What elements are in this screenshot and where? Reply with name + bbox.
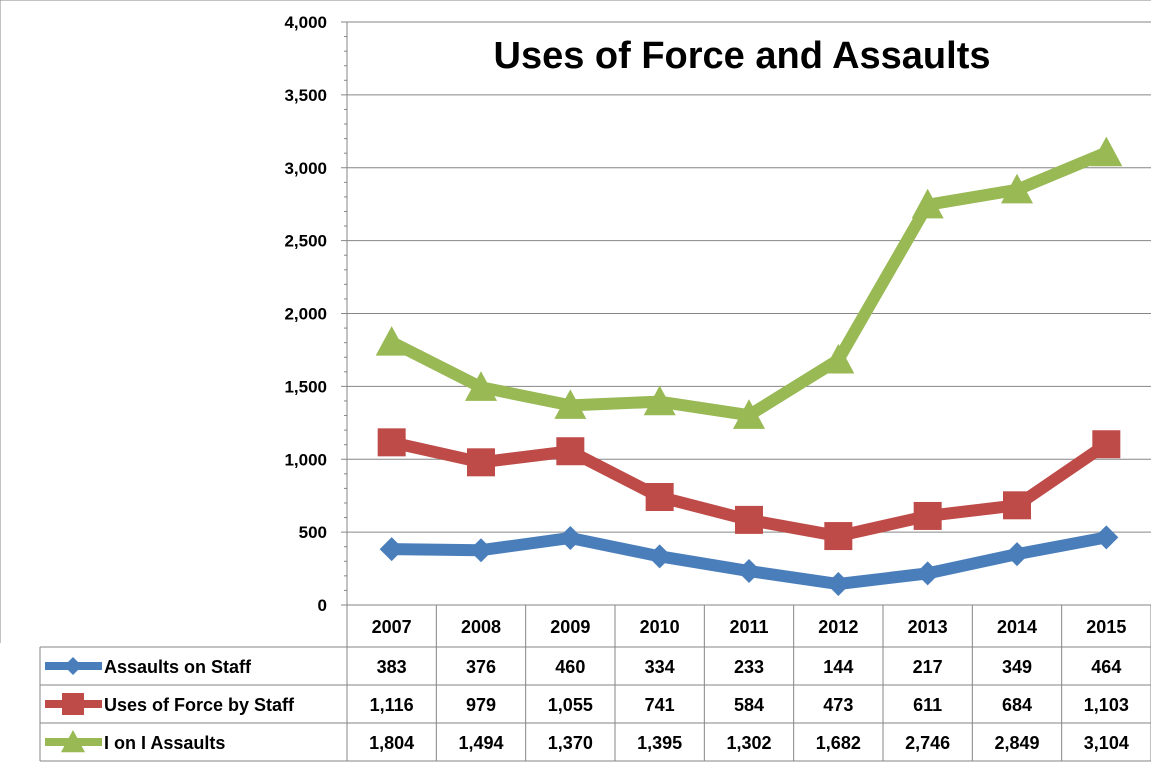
y-tick-label: 1,500 [284,377,327,396]
legend-label: Uses of Force by Staff [104,695,295,715]
data-point-diamond [469,538,493,563]
table-cell-value: 1,395 [637,733,682,753]
x-tick-label: 2014 [997,617,1037,637]
table-cell-value: 1,055 [548,695,593,715]
data-point-triangle [375,326,408,356]
table-cell-value: 1,494 [458,733,503,753]
data-point-diamond [1094,525,1119,550]
data-point-triangle [643,385,676,416]
series-diamond [379,525,1119,597]
y-tick-label: 1,000 [284,450,327,469]
data-point-square [556,437,585,466]
table-cell-value: 584 [734,695,764,715]
x-tick-label: 2013 [908,617,948,637]
x-tick-label: 2008 [461,617,501,637]
table-cell-value: 473 [823,695,853,715]
chart-title: Uses of Force and Assaults [494,35,991,77]
table-cell-value: 684 [1002,695,1032,715]
x-tick-label: 2015 [1086,617,1126,637]
series-line [388,147,1109,422]
data-point-triangle [465,371,497,401]
data-point-diamond [826,572,851,597]
data-table: 2007 2008 2009 2010 2011 2012 2013 2014 2015 Assa… [39,604,1151,762]
table-cell-value: 1,103 [1084,695,1129,715]
series-lines [375,136,1123,597]
data-point-diamond [379,537,404,562]
x-tick-label: 2012 [818,617,858,637]
table-cell-value: 464 [1091,657,1121,677]
table-cell-value: 383 [377,657,407,677]
axes [0,0,1151,643]
y-tick-label: 3,500 [284,86,327,105]
table-cell-value: 144 [823,657,853,677]
data-point-diamond [1005,542,1029,567]
y-axis-ticks: 0 500 1,000 1,500 2,000 2,500 3,000 3,500 4,000 [284,13,327,615]
table-cell-value: 1,682 [816,733,861,753]
series-triangle [375,136,1123,429]
x-tick-label: 2011 [729,617,768,637]
data-point-triangle [822,343,855,374]
table-cell-value: 349 [1002,657,1032,677]
data-point-diamond [737,559,761,584]
data-point-square [824,522,853,551]
x-tick-label: 2010 [640,617,680,637]
data-point-triangle [911,188,944,219]
y-tick-label: 4,000 [284,13,327,32]
table-cell-value: 979 [466,695,496,715]
data-point-square [467,448,495,477]
data-point-diamond [647,544,672,569]
table-cell-value: 217 [913,657,943,677]
data-point-square [1092,430,1121,459]
data-point-triangle [1001,173,1033,204]
x-tick-label: 2007 [372,617,412,637]
y-tick-label: 0 [318,596,327,615]
data-point-square [645,482,674,511]
data-point-diamond [915,561,940,586]
y-tick-label: 500 [299,523,327,542]
data-point-triangle [733,399,765,429]
data-point-square [377,428,406,457]
table-cell-value: 376 [466,657,496,677]
data-point-square [1003,491,1031,520]
table-cell-value: 2,746 [905,733,950,753]
data-point-triangle [554,389,587,419]
table-cell-value: 233 [734,657,764,677]
data-point-diamond [64,657,82,675]
legend-label: I on I Assaults [104,733,225,753]
table-cell-value: 1,302 [726,733,771,753]
table-cell-value: 460 [555,657,585,677]
table-cell-value: 334 [645,657,675,677]
data-point-square [62,693,84,715]
y-tick-label: 2,000 [284,305,327,324]
legend-label: Assaults on Staff [104,657,252,677]
x-tick-label: 2009 [550,617,590,637]
table-cell-value: 611 [913,695,942,715]
data-point-triangle [61,730,85,753]
data-point-square [735,505,763,534]
data-point-triangle [1090,136,1123,167]
data-point-diamond [558,525,583,550]
table-cell-value: 1,804 [369,733,414,753]
table-cell-value: 3,104 [1084,733,1129,753]
data-point-square [913,501,942,530]
table-cell-value: 2,849 [994,733,1039,753]
table-cell-value: 1,116 [370,695,414,715]
y-tick-label: 3,000 [284,159,327,178]
table-cell-value: 741 [645,695,675,715]
y-tick-label: 2,500 [284,232,327,251]
series-square [377,428,1121,551]
table-cell-value: 1,370 [548,733,593,753]
